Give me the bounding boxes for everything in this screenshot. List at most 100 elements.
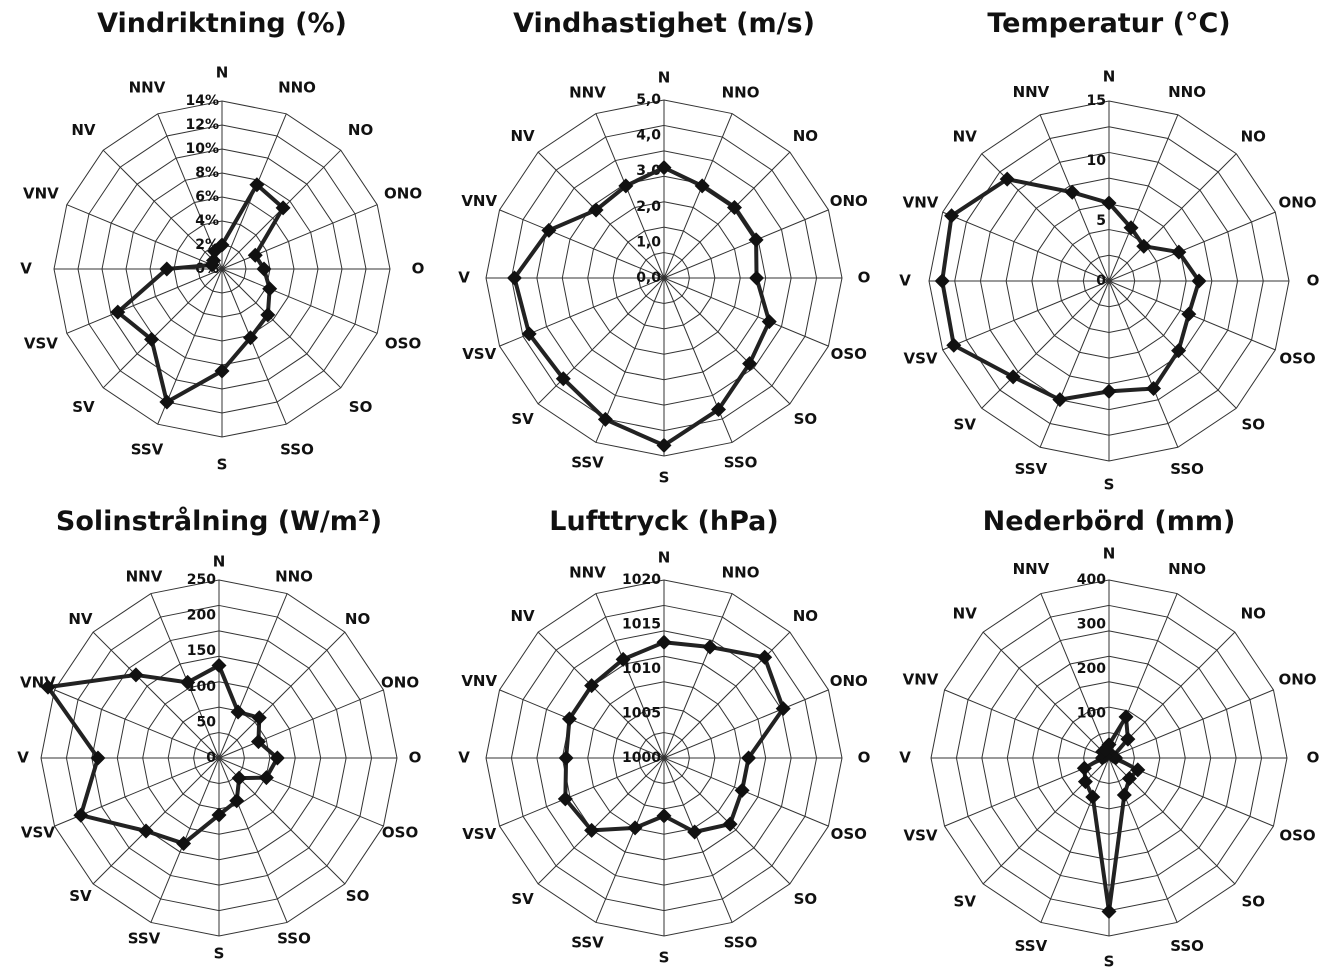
direction-label: SSO (280, 441, 314, 459)
data-point-marker (1171, 244, 1187, 260)
data-point-marker (159, 394, 175, 410)
data-point-marker (206, 253, 222, 269)
direction-label: NNO (722, 84, 760, 102)
direction-label: ONO (830, 672, 868, 690)
direction-label: O (412, 260, 425, 278)
data-point-marker (946, 337, 962, 353)
spoke-line (663, 277, 791, 405)
direction-label: O (858, 269, 871, 287)
data-point-marker (748, 232, 764, 248)
direction-label: OSO (382, 824, 418, 842)
data-point-marker (250, 734, 266, 750)
data-point-marker (1098, 742, 1114, 758)
tick-label: 0 (1096, 273, 1106, 289)
direction-label: S (1104, 953, 1115, 970)
tick-label: 10 (1087, 153, 1107, 169)
data-point-marker (775, 701, 791, 717)
direction-label: N (1103, 545, 1116, 563)
data-point-marker (1120, 731, 1136, 747)
tick-label: 0,0 (636, 270, 661, 286)
data-point-marker (40, 679, 56, 695)
data-point-marker (555, 371, 571, 387)
direction-label: SV (954, 416, 977, 434)
spoke-line (499, 689, 665, 759)
data-point-marker (1121, 770, 1137, 786)
direction-label: N (213, 553, 226, 571)
data-point-marker (588, 202, 604, 218)
spoke-line (102, 149, 223, 270)
spoke-line (537, 277, 665, 405)
direction-label: O (1307, 272, 1320, 290)
spoke-line (1108, 280, 1179, 448)
direction-label: VSV (904, 827, 938, 845)
direction-label: ONO (830, 192, 868, 210)
data-point-marker (247, 247, 263, 263)
direction-label: OSO (831, 825, 867, 843)
data-point-marker (110, 304, 126, 320)
data-point-marker (558, 750, 574, 766)
direction-label: SSO (1170, 460, 1204, 478)
direction-label: V (458, 269, 470, 287)
spoke-line (499, 209, 665, 279)
data-point-marker (734, 782, 750, 798)
spoke-line (944, 689, 1110, 759)
data-point-marker (242, 330, 258, 346)
spoke-line (1108, 211, 1276, 282)
chart-title: Temperatur (°C) (987, 8, 1230, 39)
direction-label: NNO (1168, 560, 1206, 578)
data-point-marker (687, 824, 703, 840)
spoke-line (66, 204, 223, 270)
direction-label: SSO (724, 453, 758, 471)
tick-label: 3,0 (636, 163, 661, 179)
data-point-marker (138, 823, 154, 839)
data-point-marker (90, 750, 106, 766)
direction-label: NNV (1013, 560, 1050, 578)
direction-label: NO (1241, 127, 1266, 145)
spoke-line (218, 757, 384, 827)
data-point-marker (541, 222, 557, 238)
data-point-marker (1077, 774, 1093, 790)
direction-label: SSV (1015, 937, 1048, 955)
tick-label: 6% (195, 189, 219, 205)
spoke-line (537, 631, 665, 759)
tick-label: 0 (206, 750, 216, 766)
spoke-line (1039, 280, 1110, 448)
direction-label: ONO (1278, 193, 1316, 211)
spoke-line (54, 689, 220, 759)
direction-label: SO (346, 887, 370, 905)
direction-label: ONO (384, 184, 422, 202)
tick-label: 1000 (622, 750, 661, 766)
tick-label: 150 (187, 643, 216, 659)
data-point-marker (144, 331, 160, 347)
data-point-marker (557, 791, 573, 807)
direction-label: V (899, 749, 911, 767)
spoke-line (218, 689, 384, 759)
tick-label: 250 (187, 572, 216, 588)
tick-label: 1005 (622, 706, 661, 722)
direction-label: SSV (571, 933, 604, 951)
spoke-line (595, 113, 665, 279)
data-point-marker (231, 770, 247, 786)
direction-label: VNV (23, 184, 59, 202)
direction-label: NNO (1168, 83, 1206, 101)
chart-title: Solinstrålning (W/m²) (56, 505, 382, 537)
spoke-line (1108, 114, 1179, 282)
data-point-marker (180, 674, 196, 690)
data-point-marker (656, 437, 672, 453)
direction-label: SV (72, 398, 95, 416)
spoke-line (221, 268, 287, 425)
data-point-marker (741, 750, 757, 766)
data-point-marker (1116, 787, 1132, 803)
data-point-marker (618, 178, 634, 194)
data-point-marker (694, 178, 710, 194)
spoke-line (595, 757, 665, 923)
tick-label: 14% (185, 93, 219, 109)
direction-label: VSV (24, 335, 58, 353)
tick-label: 1015 (622, 617, 661, 633)
spoke-line (221, 204, 378, 270)
data-point-marker (1130, 762, 1146, 778)
data-point-marker (1076, 760, 1092, 776)
spoke-line (1108, 153, 1237, 282)
radar-panel-1: Vindriktning (%) N NNO NO ONO O OSO SO SSO S SSV SV… (20, 8, 424, 474)
